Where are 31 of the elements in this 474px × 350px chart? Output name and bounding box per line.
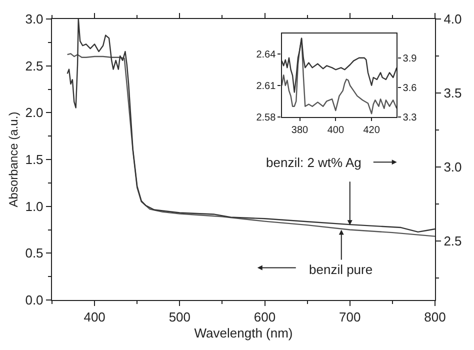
y-tick-label: 2.61 [256,80,276,92]
line-series [282,38,397,93]
x-tick-label: 420 [363,124,380,136]
y2-tick-label: 3.3 [402,112,418,124]
y2-tick-label: 3.9 [402,53,418,64]
y2-tick-label: 3.0 [444,159,462,174]
y-tick-label: 3.0 [25,12,44,27]
y-tick-label: 2.0 [25,105,44,120]
y-tick-label: 0.5 [25,246,44,261]
y-axis-title: Absorbance (a.u.) [6,112,21,208]
x-tick-label: 700 [339,310,361,325]
line-series [66,19,435,233]
y-tick-label: 2.64 [256,50,276,61]
x-tick-label: 800 [424,310,446,325]
x-tick-label: 500 [168,310,191,325]
y2-tick-label: 2.5 [444,233,462,248]
x-axis-title: Wavelength (nm) [194,325,293,340]
x-tick-label: 600 [254,310,276,325]
x-tick-label: 400 [84,310,106,325]
annotation: benzil: 2 wt% Ag [266,155,362,170]
x-tick-label: 380 [291,124,309,136]
y-tick-label: 1.5 [25,152,44,168]
y-tick-label: 2.58 [256,112,276,124]
y2-tick-label: 4.0 [444,12,462,27]
x-tick-label: 400 [327,124,344,136]
y-tick-label: 0.0 [25,292,44,308]
annotation: benzil pure [309,262,373,277]
y-tick-label: 1.0 [25,198,44,214]
y2-tick-label: 3.6 [402,82,418,94]
y-tick-label: 2.5 [25,58,44,74]
y2-tick-label: 3.5 [444,86,462,100]
